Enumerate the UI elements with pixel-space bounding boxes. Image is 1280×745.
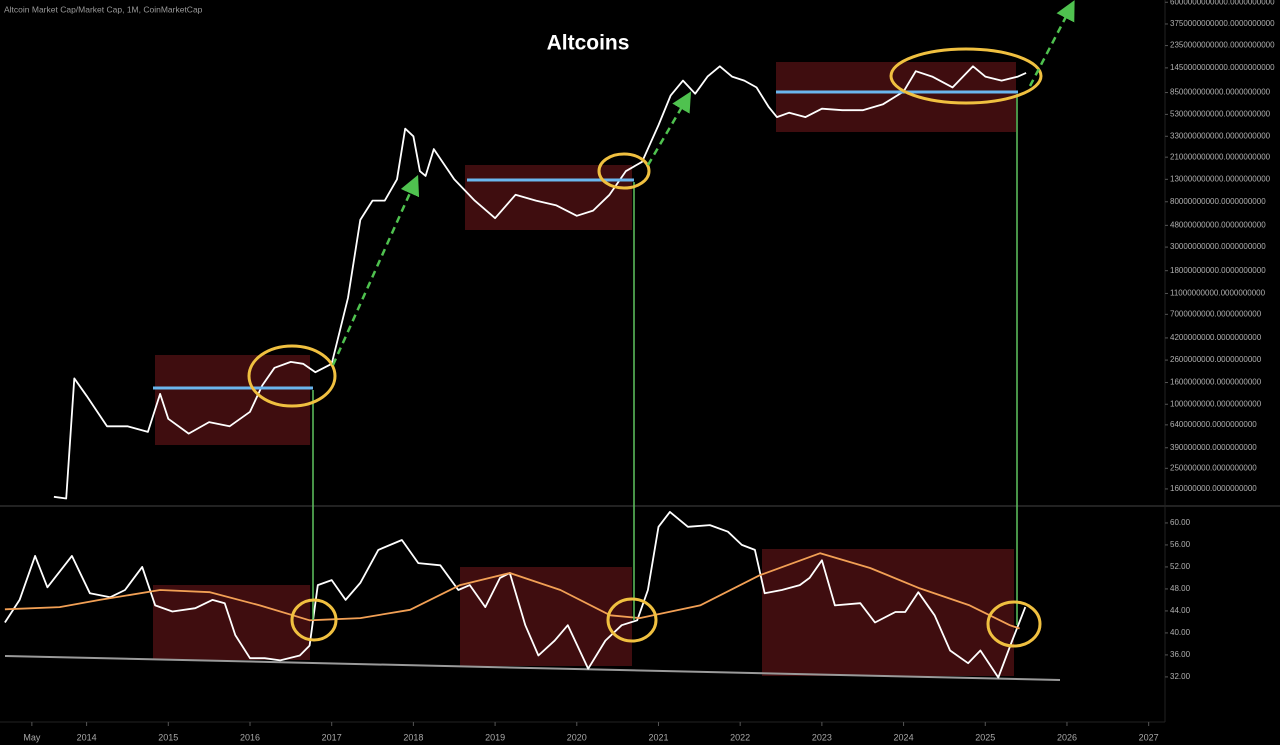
projection-arrow	[331, 174, 420, 366]
x-tick-label: 2020	[567, 732, 587, 742]
trend-line	[4, 655, 1061, 681]
range-box	[465, 165, 632, 230]
y-tick-label: 40.00	[1170, 628, 1191, 637]
series-line	[53, 65, 1027, 500]
x-tick-label: 2022	[730, 732, 750, 742]
y-tick-label: 1450000000000.0000000000	[1170, 63, 1275, 72]
highlight-circle	[290, 598, 338, 642]
annotations	[153, 0, 1075, 648]
y-tick-label: 2600000000.0000000000	[1170, 355, 1262, 364]
y-tick-label: 3750000000000.0000000000	[1170, 19, 1275, 28]
x-tick-label: 2019	[485, 732, 505, 742]
x-tick-label: 2025	[975, 732, 995, 742]
y-tick-label: 640000000.0000000000	[1170, 420, 1257, 429]
plot	[4, 65, 1027, 679]
y-tick-label: 330000000000.0000000000	[1170, 131, 1271, 140]
range-box	[460, 567, 632, 666]
x-tick-label: 2023	[812, 732, 832, 742]
projection-arrow	[1028, 0, 1075, 87]
highlight-circle	[606, 597, 658, 643]
series-line	[4, 552, 1020, 630]
y-tick-label: 250000000.0000000000	[1170, 463, 1257, 472]
y-tick-label: 7000000000.0000000000	[1170, 309, 1262, 318]
highlight-circle	[986, 600, 1042, 648]
y-tick-label: 1000000000.0000000000	[1170, 399, 1262, 408]
highlight-circle	[247, 344, 337, 408]
x-tick-label: 2026	[1057, 732, 1077, 742]
y-tick-label: 80000000000.0000000000	[1170, 197, 1266, 206]
chart-header: Altcoin Market Cap/Market Cap, 1M, CoinM…	[4, 4, 203, 14]
x-tick-label: 2024	[894, 732, 914, 742]
y-tick-label: 30000000000.0000000000	[1170, 242, 1266, 251]
y-tick-label: 4200000000.0000000000	[1170, 333, 1262, 342]
y-tick-label: 210000000000.0000000000	[1170, 152, 1271, 161]
y-tick-label: 18000000000.0000000000	[1170, 266, 1266, 275]
y-tick-label: 130000000000.0000000000	[1170, 174, 1271, 183]
range-box	[762, 549, 1014, 676]
y-tick-label: 1600000000.0000000000	[1170, 378, 1262, 387]
range-box	[155, 355, 310, 445]
y-tick-label: 6000000000000.0000000000	[1170, 0, 1275, 6]
y-tick-label: 32.00	[1170, 672, 1191, 681]
x-tick-label: 2021	[648, 732, 668, 742]
y-tick-label: 44.00	[1170, 606, 1191, 615]
highlight-circle	[597, 152, 651, 190]
series-line	[4, 511, 1027, 679]
y-tick-label: 530000000000.0000000000	[1170, 109, 1271, 118]
x-tick-label: 2018	[403, 732, 423, 742]
x-tick-label: 2015	[158, 732, 178, 742]
y-tick-label: 56.00	[1170, 540, 1191, 549]
y-tick-label: 850000000000.0000000000	[1170, 88, 1271, 97]
x-tick-label: 2014	[77, 732, 97, 742]
y-tick-label: 36.00	[1170, 650, 1191, 659]
y-tick-label: 390000000.0000000000	[1170, 443, 1257, 452]
x-tick-label: 2017	[322, 732, 342, 742]
projection-arrow	[646, 91, 692, 166]
y-tick-label: 48.00	[1170, 584, 1191, 593]
highlight-circle	[889, 47, 1043, 105]
y-tick-label: 60.00	[1170, 518, 1191, 527]
x-tick-label: May	[23, 732, 41, 742]
x-tick-label: 2016	[240, 732, 260, 742]
y-tick-label: 48000000000.0000000000	[1170, 220, 1266, 229]
x-tick-label: 2027	[1139, 732, 1159, 742]
y-tick-label: 2350000000000.0000000000	[1170, 41, 1275, 50]
y-tick-label: 11000000000.0000000000	[1170, 289, 1266, 298]
y-tick-label: 52.00	[1170, 562, 1191, 571]
y-tick-label: 160000000.0000000000	[1170, 484, 1257, 493]
chart-title: Altcoins	[547, 32, 630, 55]
